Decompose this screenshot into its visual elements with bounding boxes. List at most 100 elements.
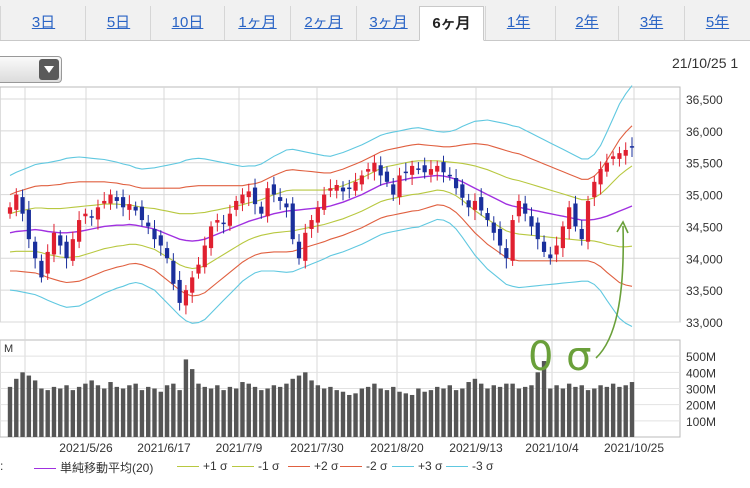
candle-body bbox=[133, 206, 138, 211]
band-plus3 bbox=[9, 85, 633, 176]
candle-body bbox=[234, 200, 239, 210]
volume-bar bbox=[89, 380, 94, 437]
volume-bar bbox=[592, 388, 597, 437]
volume-bar bbox=[334, 390, 339, 437]
legend-item: -3 σ bbox=[446, 459, 493, 473]
volume-bar bbox=[554, 385, 559, 437]
volume-bar bbox=[158, 391, 163, 437]
annotation-arrow bbox=[595, 225, 625, 359]
volume-bar bbox=[58, 388, 63, 437]
period-tab-bar: 3日 5日 10日 1ヶ月 2ヶ月 3ヶ月 6ヶ月 1年 2年 3年 5年 bbox=[0, 0, 750, 41]
volume-bar bbox=[466, 382, 471, 437]
candle-body bbox=[384, 171, 390, 182]
volume-bar bbox=[233, 388, 239, 437]
volume-bar bbox=[309, 380, 314, 437]
chevron-down-icon[interactable] bbox=[39, 59, 59, 80]
candle-body bbox=[296, 241, 302, 259]
candle-body bbox=[14, 194, 19, 210]
candle-body bbox=[497, 228, 503, 246]
volume-bar bbox=[284, 383, 289, 437]
volume-bar bbox=[579, 385, 584, 437]
price-tick-label: 36,000 bbox=[686, 125, 723, 139]
price-tick-label: 35,000 bbox=[686, 189, 723, 203]
candle-body bbox=[447, 174, 452, 177]
tab-9[interactable]: 2年 bbox=[555, 6, 618, 40]
legend-swatch bbox=[34, 468, 56, 470]
candle-body bbox=[353, 181, 358, 191]
indicator-dropdown[interactable] bbox=[0, 56, 62, 83]
candle-body bbox=[328, 188, 333, 191]
tab-7[interactable]: 6ヶ月 bbox=[419, 6, 484, 41]
volume-bar bbox=[259, 390, 264, 437]
candles bbox=[7, 137, 635, 315]
volume-bar bbox=[510, 383, 515, 437]
volume-bar bbox=[7, 386, 13, 437]
tab-4[interactable]: 1ヶ月 bbox=[224, 6, 290, 40]
volume-bar bbox=[20, 372, 25, 437]
volume-bar bbox=[359, 388, 365, 437]
candle-body bbox=[39, 260, 44, 278]
volume-bar bbox=[102, 388, 107, 437]
tab-8[interactable]: 1年 bbox=[485, 6, 551, 40]
candle-body bbox=[33, 241, 38, 259]
candle-body bbox=[560, 226, 565, 249]
candle-body bbox=[554, 245, 559, 255]
tab-5[interactable]: 2ヶ月 bbox=[290, 6, 356, 40]
x-tick-label: 2021/8/20 bbox=[370, 441, 424, 455]
volume-bar bbox=[208, 388, 214, 437]
volume-bar bbox=[76, 386, 82, 437]
volume-bar bbox=[585, 390, 591, 437]
volume-bar bbox=[604, 386, 610, 437]
candle-body bbox=[623, 149, 628, 156]
volume-bar bbox=[215, 385, 220, 437]
volume-bar bbox=[610, 383, 616, 437]
volume-bar bbox=[290, 378, 295, 437]
candle-body bbox=[152, 228, 157, 240]
legend-swatch bbox=[392, 466, 414, 468]
candle-body bbox=[422, 165, 427, 173]
volume-bar bbox=[240, 382, 245, 437]
volume-bar bbox=[479, 383, 484, 437]
candle-body bbox=[535, 222, 540, 240]
tab-10[interactable]: 3年 bbox=[618, 6, 684, 40]
tab-1[interactable]: 3日 bbox=[0, 6, 86, 40]
volume-bar bbox=[391, 386, 396, 437]
candle-body bbox=[64, 241, 69, 259]
candle-body bbox=[70, 239, 75, 261]
volume-bar bbox=[152, 388, 157, 437]
volume-bar bbox=[485, 388, 490, 437]
volume-bar bbox=[397, 391, 402, 437]
volume-bar bbox=[541, 361, 547, 437]
volume-bar bbox=[252, 386, 258, 437]
candle-body bbox=[271, 184, 276, 195]
tab-6[interactable]: 3ヶ月 bbox=[356, 6, 420, 40]
volume-bar bbox=[340, 391, 346, 437]
volume-bar bbox=[196, 383, 201, 437]
annotation-arrowhead bbox=[616, 220, 629, 234]
legend-item: +3 σ bbox=[392, 459, 442, 473]
tab-3[interactable]: 10日 bbox=[150, 6, 224, 40]
tab-11[interactable]: 5年 bbox=[684, 6, 750, 40]
candle-body bbox=[567, 207, 572, 229]
candle-body bbox=[479, 197, 484, 211]
candle-body bbox=[504, 248, 509, 259]
candle-body bbox=[290, 203, 295, 240]
volume-bar bbox=[372, 383, 377, 437]
candle-body bbox=[7, 207, 13, 214]
tab-2[interactable]: 5日 bbox=[85, 6, 151, 40]
candle-body bbox=[579, 228, 584, 240]
candle-body bbox=[58, 235, 63, 246]
candle-body bbox=[158, 235, 163, 246]
volume-bar bbox=[560, 388, 566, 437]
band-minus2 bbox=[10, 204, 633, 297]
candle-body bbox=[95, 207, 101, 220]
candle-body bbox=[252, 187, 258, 205]
volume-bar bbox=[315, 385, 321, 437]
candle-body bbox=[127, 204, 132, 210]
volume-bar bbox=[435, 386, 440, 437]
volume-bar bbox=[504, 383, 509, 437]
candle-body bbox=[77, 220, 82, 242]
volume-bar bbox=[139, 390, 145, 437]
candle-body bbox=[315, 207, 320, 223]
volume-bar bbox=[384, 390, 390, 437]
